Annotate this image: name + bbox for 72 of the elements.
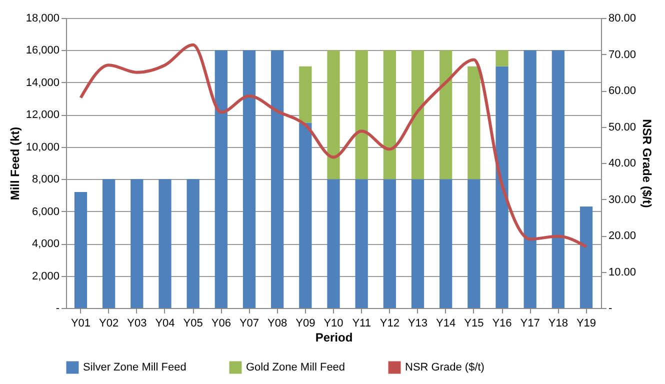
bar — [383, 50, 396, 180]
bar — [299, 66, 312, 123]
x-tick-label: Y19 — [576, 318, 596, 330]
y-axis-title: Mill Feed (kt) — [8, 126, 22, 200]
bar — [383, 179, 396, 308]
bar — [355, 179, 368, 308]
bar — [327, 50, 340, 180]
y-tick-label: 14,000 — [26, 76, 60, 89]
bar — [130, 179, 144, 308]
y-tick-label: 2,000 — [32, 270, 60, 282]
bar — [242, 50, 256, 308]
y2-tick-label: 80.00 — [608, 12, 636, 24]
bar — [74, 192, 88, 308]
y-tick-label: 4,000 — [32, 238, 60, 250]
x-tick-label: Y09 — [296, 318, 316, 330]
bar — [496, 50, 508, 66]
bar — [214, 50, 228, 308]
bar — [440, 50, 452, 180]
x-tick-label: Y05 — [183, 318, 203, 330]
x-tick-label: Y15 — [464, 318, 484, 330]
bar — [580, 206, 593, 308]
y-tick-label: 16,000 — [26, 44, 60, 57]
x-tick-label: Y14 — [436, 318, 456, 330]
x-tick-label: Y02 — [99, 318, 119, 330]
x-tick-label: Y03 — [127, 318, 147, 330]
y2-tick-label: 30.00 — [608, 194, 636, 206]
bar — [468, 66, 480, 180]
bar — [524, 50, 536, 308]
bar — [411, 179, 424, 308]
x-tick-label: Y10 — [324, 318, 344, 330]
y2-tick-label: 70.00 — [608, 48, 636, 61]
x-tick-label: Y07 — [239, 318, 260, 330]
x-axis-title: Period — [315, 330, 353, 344]
x-tick-label: Y17 — [520, 318, 540, 330]
y-tick-label: 6,000 — [32, 206, 60, 218]
x-tick-label: Y13 — [408, 318, 428, 330]
y2-tick-label: 60.00 — [608, 85, 636, 97]
legend-label: Silver Zone Mill Feed — [83, 362, 186, 374]
y2-tick-label: - — [608, 302, 612, 314]
y-tick-label: 10,000 — [26, 141, 60, 154]
y2-tick-label: 20.00 — [608, 230, 636, 242]
bar — [271, 50, 284, 308]
bar — [102, 179, 116, 308]
x-tick-label: Y08 — [268, 318, 288, 330]
x-tick-label: Y16 — [492, 318, 512, 330]
y2-tick-label: 50.00 — [608, 121, 636, 134]
x-tick-label: Y06 — [211, 318, 231, 330]
legend-label: NSR Grade ($/t) — [405, 362, 484, 374]
x-tick-label: Y12 — [380, 318, 400, 330]
bar — [299, 122, 312, 308]
legend-label: Gold Zone Mill Feed — [246, 362, 346, 374]
y-tick-label: - — [56, 302, 60, 314]
x-tick-label: Y04 — [155, 318, 175, 330]
y2-tick-label: 40.00 — [608, 158, 636, 170]
bar — [158, 179, 172, 308]
y-tick-label: 12,000 — [26, 109, 60, 122]
x-tick-label: Y01 — [70, 318, 91, 330]
bar — [355, 50, 368, 180]
x-tick-label: Y11 — [352, 318, 371, 330]
y2-axis-title: NSR Grade ($/t) — [640, 119, 654, 208]
y-tick-label: 18,000 — [26, 12, 60, 24]
bar — [552, 50, 564, 308]
bar — [468, 179, 480, 308]
y2-tick-label: 10.00 — [608, 266, 636, 278]
bar — [327, 179, 340, 308]
line-series — [79, 43, 588, 248]
bar — [440, 179, 452, 308]
bar — [496, 66, 508, 308]
bar — [411, 50, 424, 180]
x-tick-label: Y18 — [548, 318, 568, 330]
bar — [186, 179, 200, 308]
y-tick-label: 8,000 — [32, 174, 60, 186]
